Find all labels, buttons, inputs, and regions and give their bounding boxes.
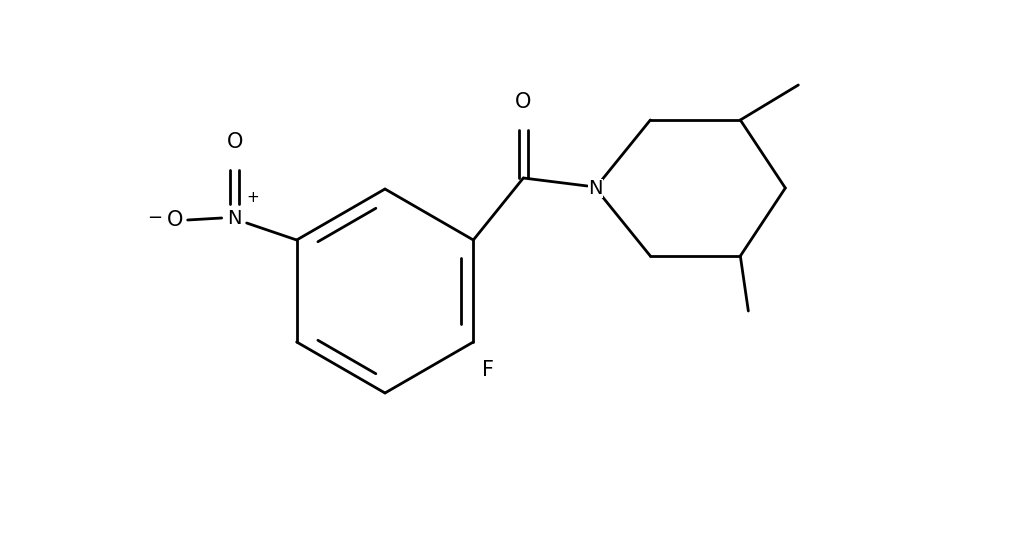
Text: +: + <box>246 190 259 205</box>
Text: N: N <box>588 178 603 197</box>
Text: O: O <box>167 210 183 230</box>
Text: O: O <box>515 92 531 112</box>
Text: N: N <box>227 209 242 227</box>
Text: F: F <box>483 360 495 380</box>
Text: −: − <box>148 209 162 227</box>
Text: O: O <box>226 132 243 152</box>
